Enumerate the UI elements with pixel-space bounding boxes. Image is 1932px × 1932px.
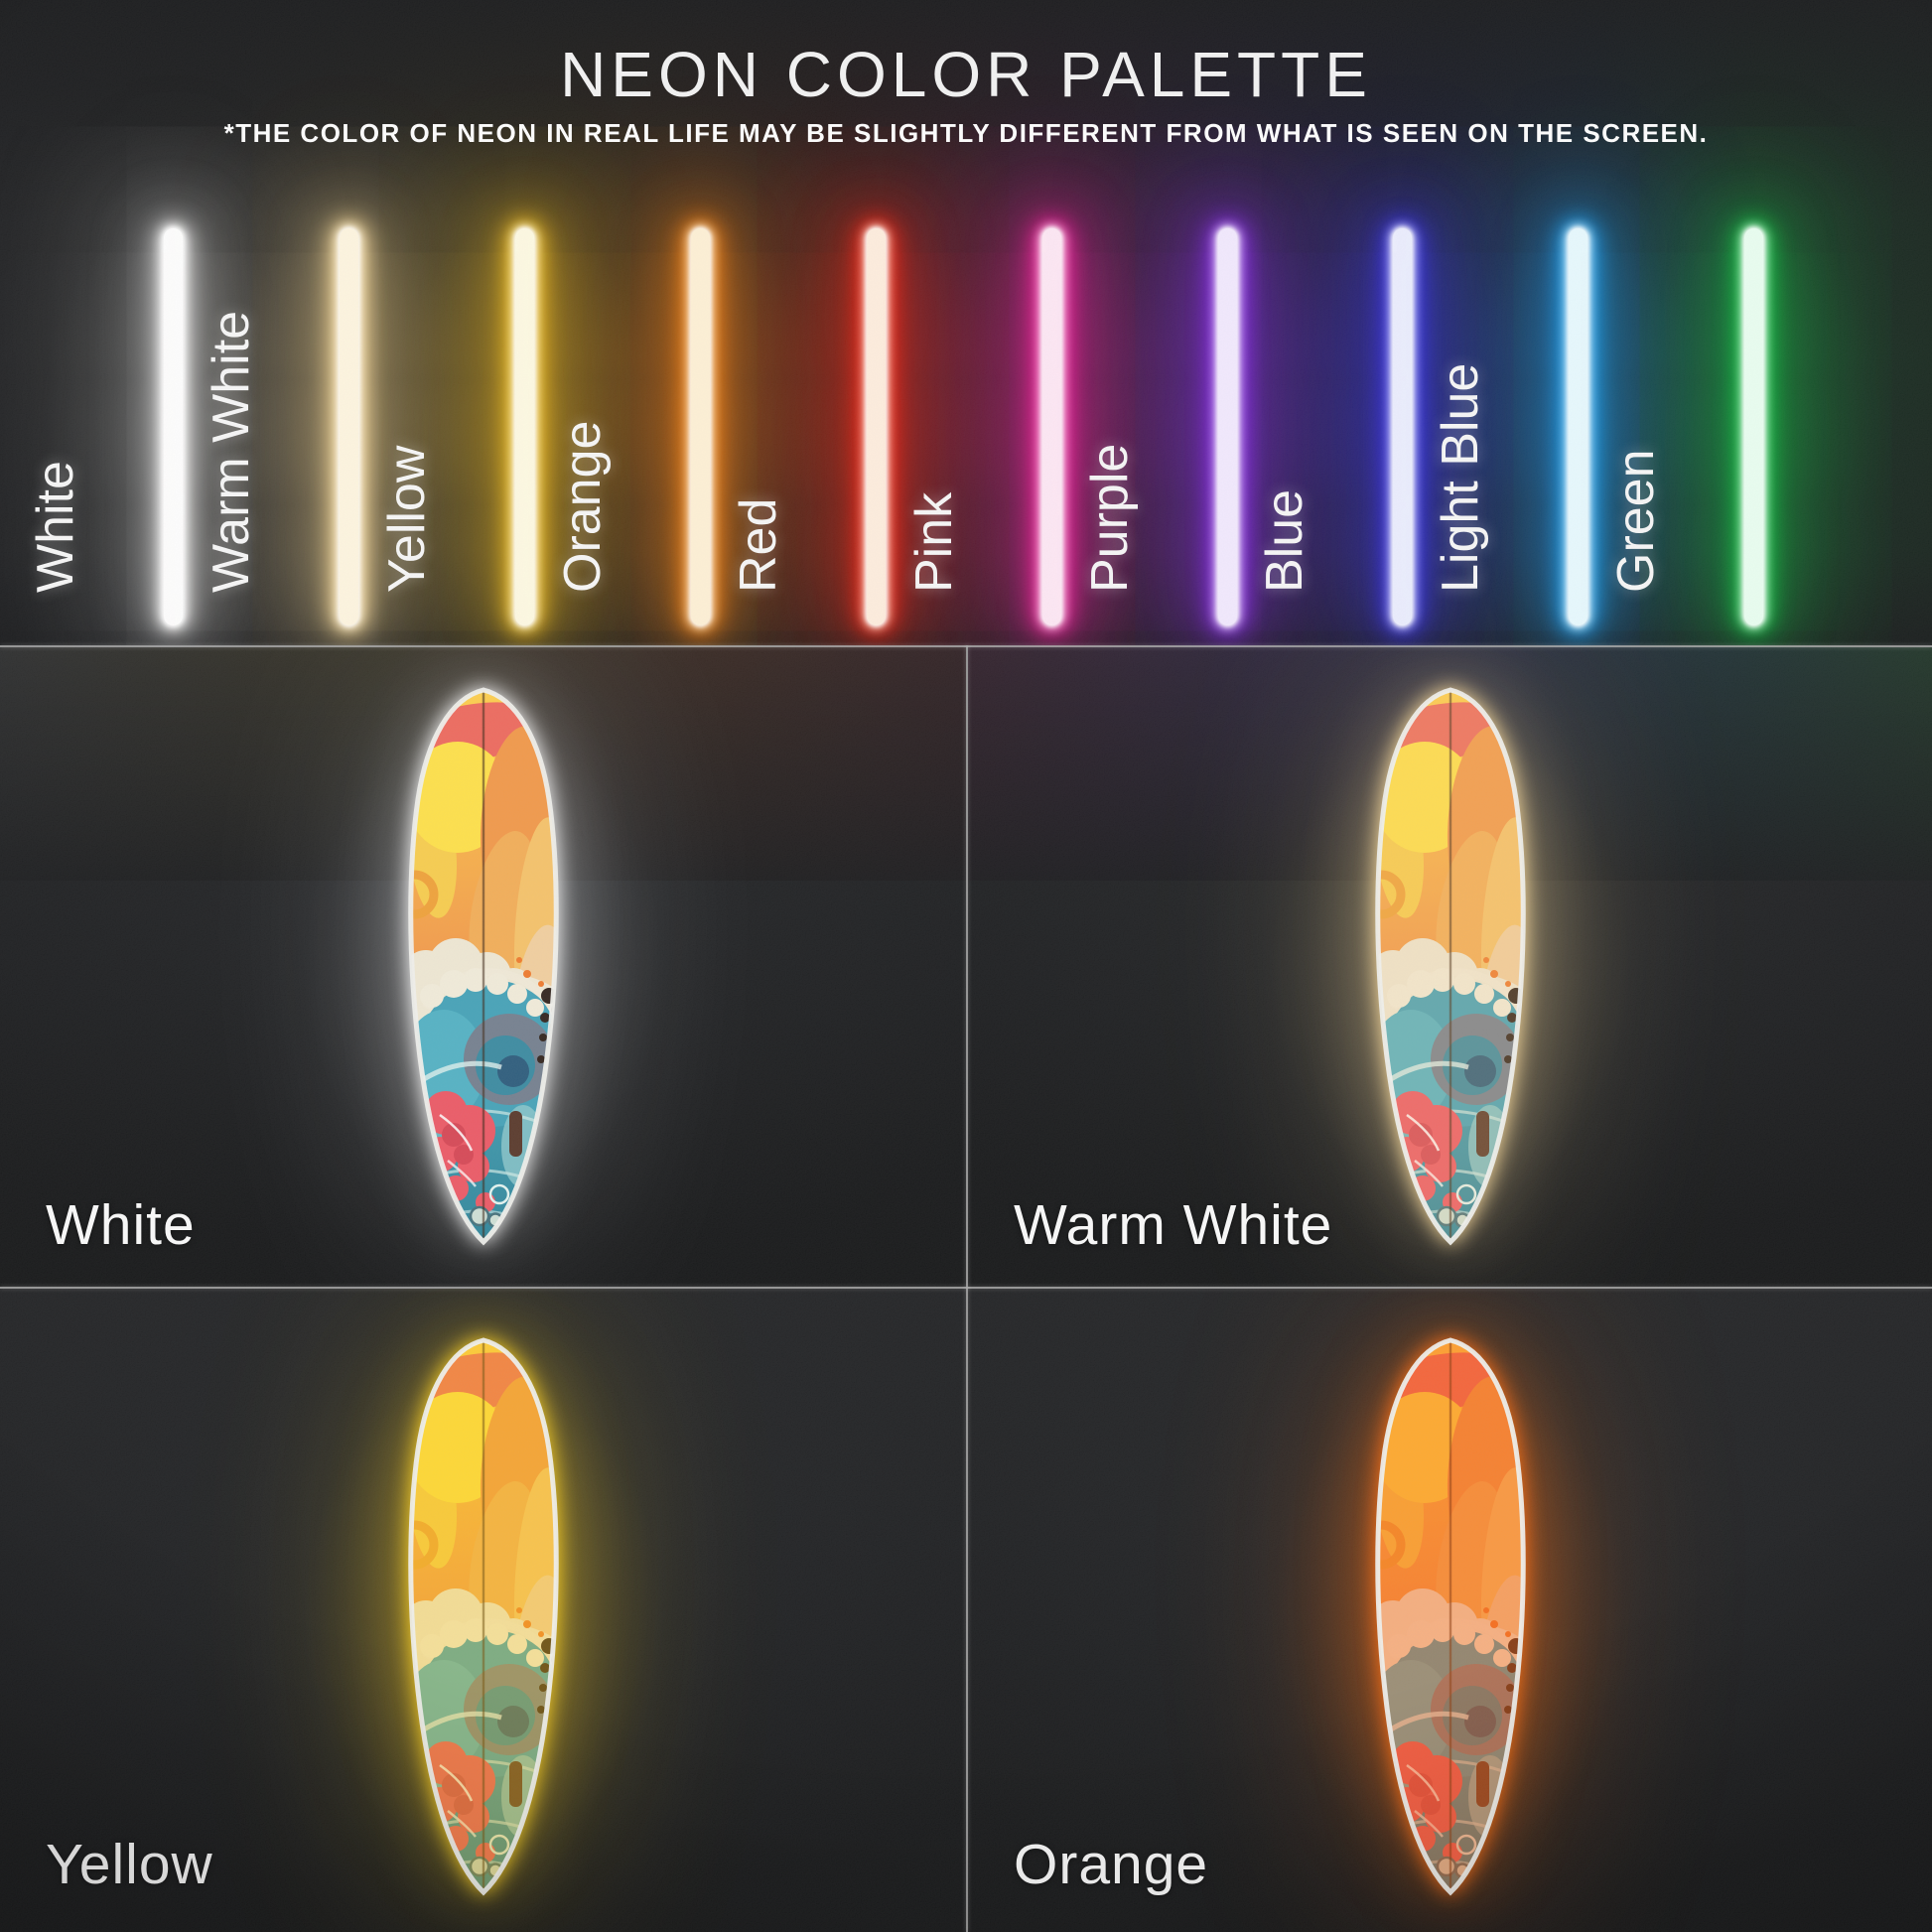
panel-label-white: White (46, 1193, 196, 1258)
tube-label-white: White (27, 461, 84, 593)
surfboard-art-orange (1374, 1337, 1526, 1896)
neon-tube-pink (1042, 228, 1061, 625)
surfboard-art-warm-white (1374, 687, 1526, 1246)
orange-board-glow (1191, 1289, 1709, 1932)
panel-yellow: Yellow (0, 1289, 966, 1932)
neon-tube-purple (1218, 228, 1237, 625)
neon-tube-yellow (515, 228, 534, 625)
panel-ambient-bleed (0, 647, 966, 881)
panel-warm-white: Warm White (968, 647, 1932, 1287)
neon-tube-light-blue (1569, 228, 1587, 625)
surfboard-art-white (407, 687, 559, 1246)
warm-white-board-glow (1191, 647, 1709, 1287)
divider-vertical (966, 645, 968, 1932)
white-board-glow (224, 647, 742, 1287)
panel-white: White (0, 647, 966, 1287)
neon-tube-orange (691, 228, 710, 625)
panel-label-orange: Orange (1014, 1833, 1209, 1897)
tube-label-orange: Orange (554, 420, 612, 593)
tube-label-warm-white: Warm White (203, 310, 260, 593)
neon-tube-blue (1393, 228, 1412, 625)
tube-label-purple: Purple (1081, 443, 1139, 593)
neon-tube-white (164, 228, 183, 625)
neon-tube-red (867, 228, 886, 625)
tube-label-blue: Blue (1256, 488, 1313, 593)
panel-orange: Orange (968, 1289, 1932, 1932)
surfboard-art-yellow (407, 1337, 559, 1896)
neon-tube-warm-white (340, 228, 358, 625)
page-subtitle: *THE COLOR OF NEON IN REAL LIFE MAY BE S… (223, 118, 1709, 148)
palette-section: White Warm White Yellow Orange Red Pink Purple… (0, 0, 1932, 647)
tube-label-green: Green (1607, 449, 1665, 593)
panel-label-yellow: Yellow (46, 1833, 213, 1897)
yellow-board-glow (224, 1289, 742, 1932)
tube-label-light-blue: Light Blue (1432, 362, 1489, 593)
neon-tube-green (1744, 228, 1763, 625)
panel-ambient-bleed (968, 647, 1932, 881)
tube-label-yellow: Yellow (378, 445, 436, 593)
page-title: NEON COLOR PALETTE (560, 39, 1372, 110)
tube-label-red: Red (730, 497, 787, 593)
panel-label-warm-white: Warm White (1014, 1193, 1333, 1258)
tube-label-pink: Pink (905, 491, 963, 593)
